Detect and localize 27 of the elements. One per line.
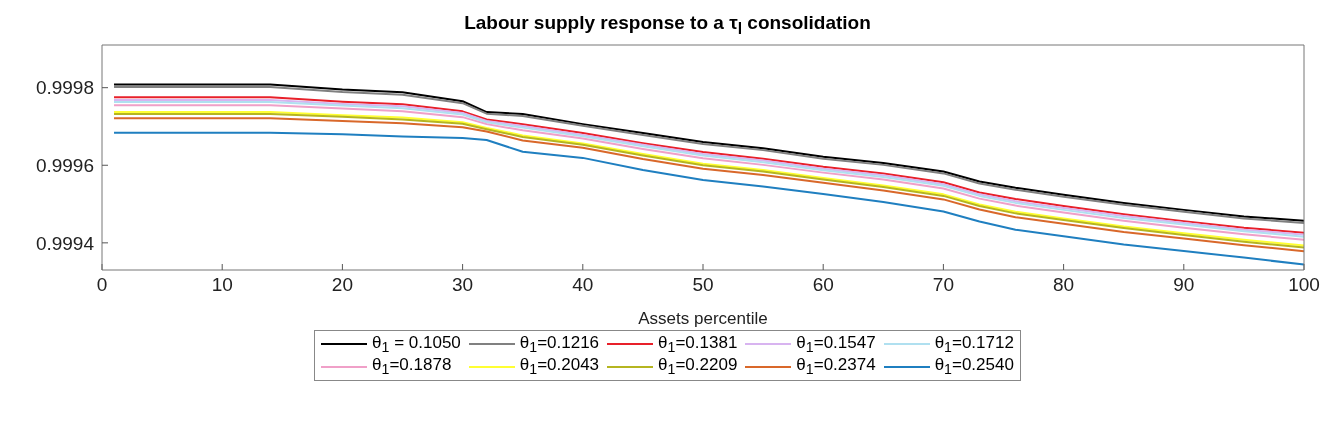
x-tick-label: 100 (1288, 274, 1320, 296)
x-tick-label: 0 (96, 274, 108, 296)
legend-label: θ$_{1}$=0.1878 (372, 355, 452, 378)
legend-label: θ$_{1}$=0.2209 (658, 355, 738, 378)
x-tick-label: 60 (812, 274, 834, 296)
x-tick-label: 10 (211, 274, 233, 296)
x-tick-label: 40 (572, 274, 594, 296)
line-series (113, 131, 1304, 266)
x-tick-label: 90 (1173, 274, 1195, 296)
legend-label: θ$_{1}$ = 0.1050 (372, 333, 461, 356)
x-tick-label: 80 (1053, 274, 1075, 296)
legend-label: θ$_{1}$=0.2374 (796, 355, 876, 378)
legend-label: θ$_{1}$=0.2043 (519, 355, 600, 378)
x-tick-label: 20 (331, 274, 353, 296)
y-tick-label: 0.9994 (35, 232, 95, 254)
legend-label: θ$_{1}$=0.1712 (934, 333, 1014, 356)
legend-label: θ$_{1}$=0.1547 (796, 333, 876, 356)
chart-title: Labour supply response to a τ$_{l}$ consolidation (463, 11, 872, 38)
y-tick-label: 0.9998 (35, 77, 94, 99)
legend-label: θ$_{1}$=0.2540 (934, 355, 1014, 378)
legend-label: θ$_{1}$=0.1381 (658, 333, 738, 356)
y-tick-label: 0.9996 (35, 155, 94, 176)
legend-label: θ$_{1}$=0.1216 (519, 333, 600, 356)
x-axis-title: Assets percentile (638, 309, 768, 328)
x-tick-label: 50 (692, 274, 714, 296)
x-tick-label: 70 (932, 274, 954, 296)
x-tick-label: 30 (452, 274, 474, 296)
